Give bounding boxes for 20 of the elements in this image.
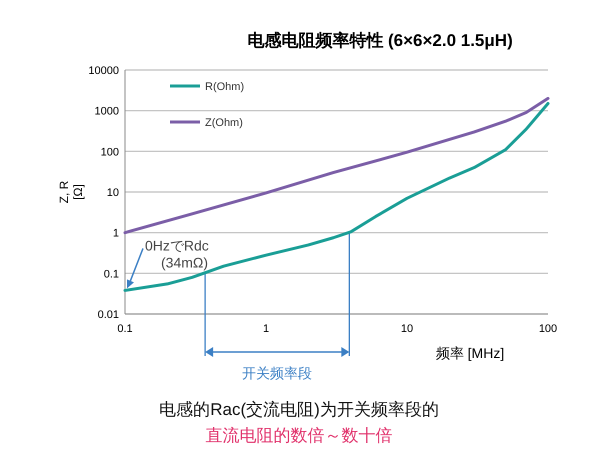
y-tick-label: 1000 xyxy=(94,106,119,118)
y-tick-label: 10000 xyxy=(88,65,119,77)
y-tick-label: 10 xyxy=(106,187,119,199)
legend-label: Z(Ohm) xyxy=(205,117,243,129)
text: 开关频率段 xyxy=(242,365,312,381)
text: 直流电阻的数倍～数十倍 xyxy=(206,426,392,445)
x-tick-label: 1 xyxy=(262,323,270,335)
x-tick-label: 0.1 xyxy=(117,323,133,335)
y-tick-label: 0.01 xyxy=(98,309,119,321)
annotation: 0HzでRdc (34mΩ) xyxy=(145,237,209,270)
text: 电感的Rac(交流电阻)为开关频率段的 xyxy=(159,400,439,419)
x-axis-title: 频率 [MHz] xyxy=(436,345,504,361)
y-tick-label: 100 xyxy=(100,146,119,158)
legend-label: R(Ohm) xyxy=(205,81,244,93)
x-tick-label: 100 xyxy=(538,323,558,335)
y-tick-label: 0.1 xyxy=(104,268,119,280)
chart-title: 电感电阻频率特性 (6×6×2.0 1.5μH) xyxy=(247,31,513,50)
x-tick-label: 10 xyxy=(400,323,414,335)
y-axis-title: Z, R [Ω] xyxy=(57,180,85,204)
y-tick-label: 1 xyxy=(112,228,119,240)
